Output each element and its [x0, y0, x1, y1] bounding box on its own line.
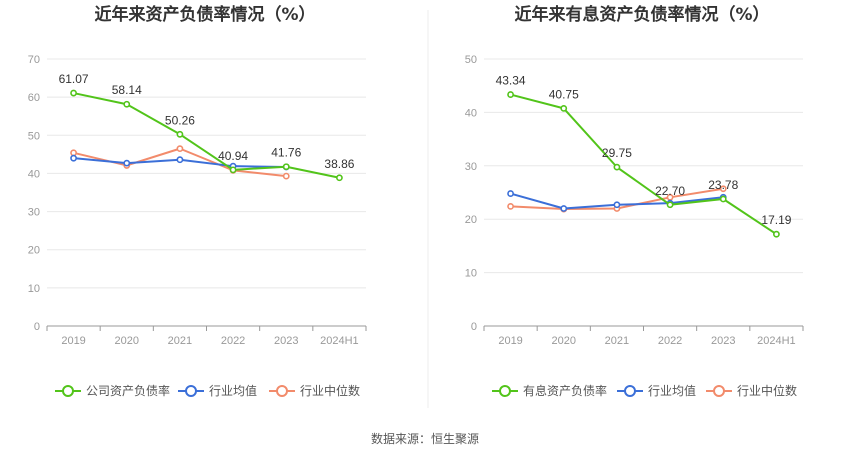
data-point[interactable]: [123, 100, 131, 108]
data-labels: 61.07 58.14 50.26 40.94 41.76 38.86: [59, 72, 355, 171]
x-tick-label: 2024H1: [320, 335, 359, 347]
legend: 有息资产负债率 行业均值 行业中位数: [492, 383, 797, 398]
legend-item[interactable]: 行业均值: [178, 383, 257, 398]
legend-item[interactable]: 行业中位数: [706, 383, 797, 398]
y-tick-label: 40: [28, 168, 40, 180]
x-tick-label: 2023: [274, 335, 298, 347]
legend-label: 有息资产负债率: [523, 383, 607, 398]
y-tick-label: 40: [465, 107, 477, 119]
data-label: 50.26: [165, 113, 195, 127]
x-tick-label: 2019: [61, 335, 85, 347]
legend-marker-icon: [624, 385, 636, 397]
legend-label: 行业中位数: [737, 383, 797, 398]
y-tick-label: 10: [28, 283, 40, 295]
grid-lines: [47, 58, 366, 289]
data-point[interactable]: [507, 190, 514, 197]
data-point[interactable]: [613, 163, 621, 171]
data-point[interactable]: [773, 230, 780, 238]
data-point[interactable]: [719, 185, 727, 193]
y-tick-label: 0: [34, 321, 40, 333]
data-point[interactable]: [176, 156, 184, 164]
legend-marker-icon: [185, 385, 197, 397]
x-tick-label: 2022: [221, 335, 245, 347]
x-tick-label: 2021: [168, 335, 192, 347]
legend-item[interactable]: 有息资产负债率: [492, 383, 607, 398]
data-point[interactable]: [70, 149, 77, 157]
y-tick-label: 60: [28, 92, 40, 104]
data-point[interactable]: [123, 159, 131, 167]
series-line-main: [73, 92, 340, 179]
legend: 公司资产负债率 行业均值 行业中位数: [55, 383, 360, 398]
series-line-main: [510, 93, 777, 236]
x-tick-label: 2021: [605, 335, 629, 347]
data-point[interactable]: [560, 205, 568, 212]
data-labels: 43.34 40.75 29.75 22.70 23.78 17.19: [496, 74, 792, 228]
data-label: 40.94: [218, 149, 248, 163]
y-tick-label: 20: [465, 214, 477, 226]
series-lines: [70, 89, 343, 182]
grid-lines: [484, 58, 803, 274]
data-point[interactable]: [282, 163, 290, 171]
y-tick-label: 20: [28, 245, 40, 257]
legend-marker-icon: [62, 385, 74, 397]
x-tick-label: 2019: [498, 335, 522, 347]
data-label: 58.14: [112, 83, 142, 97]
data-label: 43.34: [496, 74, 526, 88]
legend-marker-icon: [499, 385, 511, 397]
y-tick-label: 70: [28, 54, 40, 66]
data-point[interactable]: [666, 201, 674, 209]
data-label: 40.75: [549, 87, 579, 101]
legend-label: 行业均值: [648, 383, 696, 398]
data-point[interactable]: [229, 166, 237, 174]
data-label: 23.78: [708, 178, 738, 192]
series-lines: [507, 91, 780, 238]
data-point[interactable]: [336, 174, 343, 182]
debt-ratio-chart: 近年来资产负债率情况（%） 0 10 20 30 40 50 60 70 2019 2020 202…: [28, 4, 367, 398]
chart-title: 近年来资产负债率情况（%）: [94, 4, 315, 25]
axes: 0 10 20 30 40 50 2019 2020 2021 2022 2023 2024H1: [465, 54, 804, 347]
legend-item[interactable]: 公司资产负债率: [55, 383, 170, 398]
chart-title: 近年来有息资产负债率情况（%）: [514, 4, 769, 25]
legend-item[interactable]: 行业中位数: [269, 383, 360, 398]
data-point[interactable]: [282, 172, 290, 180]
y-tick-label: 50: [28, 130, 40, 142]
data-label: 29.75: [602, 146, 632, 160]
data-label: 22.70: [655, 184, 685, 198]
y-tick-label: 50: [465, 54, 477, 66]
data-point[interactable]: [507, 202, 514, 210]
x-tick-label: 2023: [711, 335, 735, 347]
x-tick-label: 2020: [552, 335, 576, 347]
x-tick-label: 2022: [658, 335, 682, 347]
data-point[interactable]: [176, 130, 184, 138]
y-tick-label: 30: [28, 207, 40, 219]
y-tick-label: 0: [471, 321, 477, 333]
data-point[interactable]: [613, 201, 621, 209]
legend-label: 行业中位数: [300, 383, 360, 398]
data-label: 38.86: [324, 157, 354, 171]
data-source-note: 数据来源：恒生聚源: [371, 431, 479, 446]
x-tick-label: 2024H1: [757, 335, 796, 347]
legend-marker-icon: [276, 385, 288, 397]
x-tick-label: 2020: [115, 335, 139, 347]
legend-label: 公司资产负债率: [86, 383, 170, 398]
data-label: 61.07: [59, 72, 89, 86]
data-point[interactable]: [70, 154, 77, 162]
y-tick-label: 30: [465, 161, 477, 173]
data-label: 17.19: [761, 213, 791, 227]
data-point[interactable]: [719, 195, 727, 203]
data-point[interactable]: [70, 89, 77, 97]
data-point[interactable]: [507, 91, 514, 98]
data-point[interactable]: [176, 145, 184, 153]
interest-bearing-debt-ratio-chart: 近年来有息资产负债率情况（%） 0 10 20 30 40 50 2019 2020 2021 2…: [465, 4, 804, 398]
legend-item[interactable]: 行业均值: [617, 383, 696, 398]
legend-marker-icon: [713, 385, 725, 397]
axes: 0 10 20 30 40 50 60 70 2019 2020 2021 2022 2023 2024H…: [28, 54, 367, 347]
data-point[interactable]: [560, 104, 568, 112]
data-label: 41.76: [271, 146, 301, 160]
y-tick-label: 10: [465, 268, 477, 280]
legend-label: 行业均值: [209, 383, 257, 398]
